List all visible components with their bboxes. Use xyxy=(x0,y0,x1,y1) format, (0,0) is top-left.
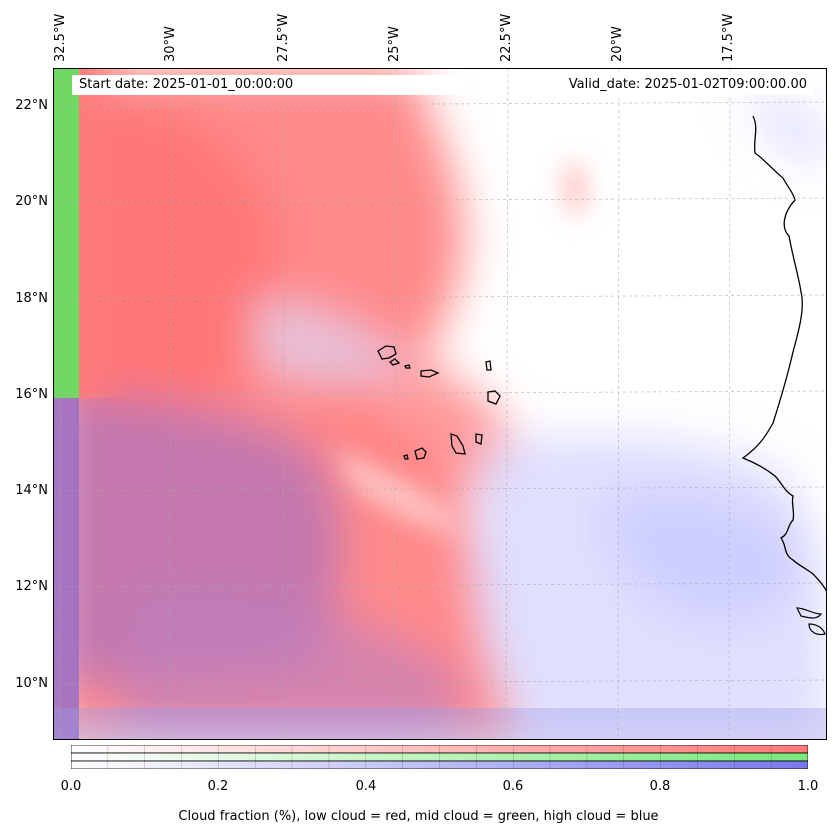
clear-streak xyxy=(333,448,463,531)
island-fogo xyxy=(414,447,427,460)
lon-label-27-5w: 27.5°W xyxy=(276,13,291,62)
mid-cloud-strip xyxy=(53,68,79,398)
lon-label-32-5w: 32.5°W xyxy=(53,13,68,62)
map-frame xyxy=(53,68,827,740)
low-cloud-edge xyxy=(79,68,139,398)
high-cloud-northeast xyxy=(743,88,827,168)
lat-label-16n: 16°N xyxy=(15,387,48,402)
high-cloud-bottom xyxy=(53,708,827,740)
colorbar-caption: Cloud fraction (%), low cloud = red, mid… xyxy=(178,809,659,824)
lon-label-20w: 20°W xyxy=(610,26,625,62)
lat-label-10n: 10°N xyxy=(15,676,48,691)
colorbar-level-lines xyxy=(107,745,772,769)
low-cloud-blob xyxy=(561,158,588,218)
map-gridlines xyxy=(53,68,827,740)
lon-label-22-5w: 22.5°W xyxy=(499,13,514,62)
gridline-32-5w xyxy=(58,68,63,740)
map-canvas xyxy=(53,68,827,740)
lat-label-14n: 14°N xyxy=(15,483,48,498)
gridline-25w xyxy=(393,68,397,740)
island-sao-vicente xyxy=(388,358,401,366)
island-santo-antao xyxy=(377,345,397,360)
valid-date-label: Valid_date: 2025-01-02T09:00:00.00 xyxy=(538,75,814,95)
lon-label-30w: 30°W xyxy=(163,26,178,62)
island-brava xyxy=(403,454,409,460)
africa-coastline xyxy=(741,115,827,593)
high-cloud-patch xyxy=(607,491,805,620)
cloud-layers xyxy=(53,68,827,740)
colorbar-tick-2: 0.4 xyxy=(355,779,377,794)
gridline-30w xyxy=(168,68,173,740)
gridline-17-5w xyxy=(728,68,731,740)
island-sao-nicolau xyxy=(420,369,440,378)
coastline-fragment-1 xyxy=(796,607,823,619)
start-date-label: Start date: 2025-01-01_00:00:00 xyxy=(72,75,466,95)
coastline-fragment-2 xyxy=(808,623,826,636)
lat-label-12n: 12°N xyxy=(15,579,48,594)
colorbar-tick-1: 0.2 xyxy=(207,779,229,794)
lat-label-22n: 22°N xyxy=(15,98,48,113)
island-santiago xyxy=(450,433,466,455)
lat-label-20n: 20°N xyxy=(15,194,48,209)
lon-label-17-5w: 17.5°W xyxy=(721,13,736,62)
gridline-20w xyxy=(617,68,620,740)
high-cloud-streak xyxy=(253,298,413,383)
colorbar-tick-0: 0.0 xyxy=(60,779,82,794)
cloud-fraction-map xyxy=(53,68,827,740)
colorbar-tick-3: 0.6 xyxy=(502,779,524,794)
island-maio xyxy=(475,433,483,445)
colorbar-tick-4: 0.8 xyxy=(649,779,671,794)
lat-label-18n: 18°N xyxy=(15,291,48,306)
island-santa-luzia xyxy=(404,364,411,369)
mixed-cloud-strip xyxy=(53,398,79,740)
colorbar-tick-5: 1.0 xyxy=(797,779,819,794)
cape-verde-islands xyxy=(377,345,501,460)
cloud-fraction-colorbar xyxy=(71,745,808,769)
lon-label-25w: 25°W xyxy=(387,26,402,62)
island-boa-vista xyxy=(487,390,501,405)
gridline-22-5w xyxy=(505,68,509,740)
gridline-27-5w xyxy=(281,68,286,740)
mixed-cloud-band xyxy=(113,588,462,740)
island-sal xyxy=(485,360,492,371)
